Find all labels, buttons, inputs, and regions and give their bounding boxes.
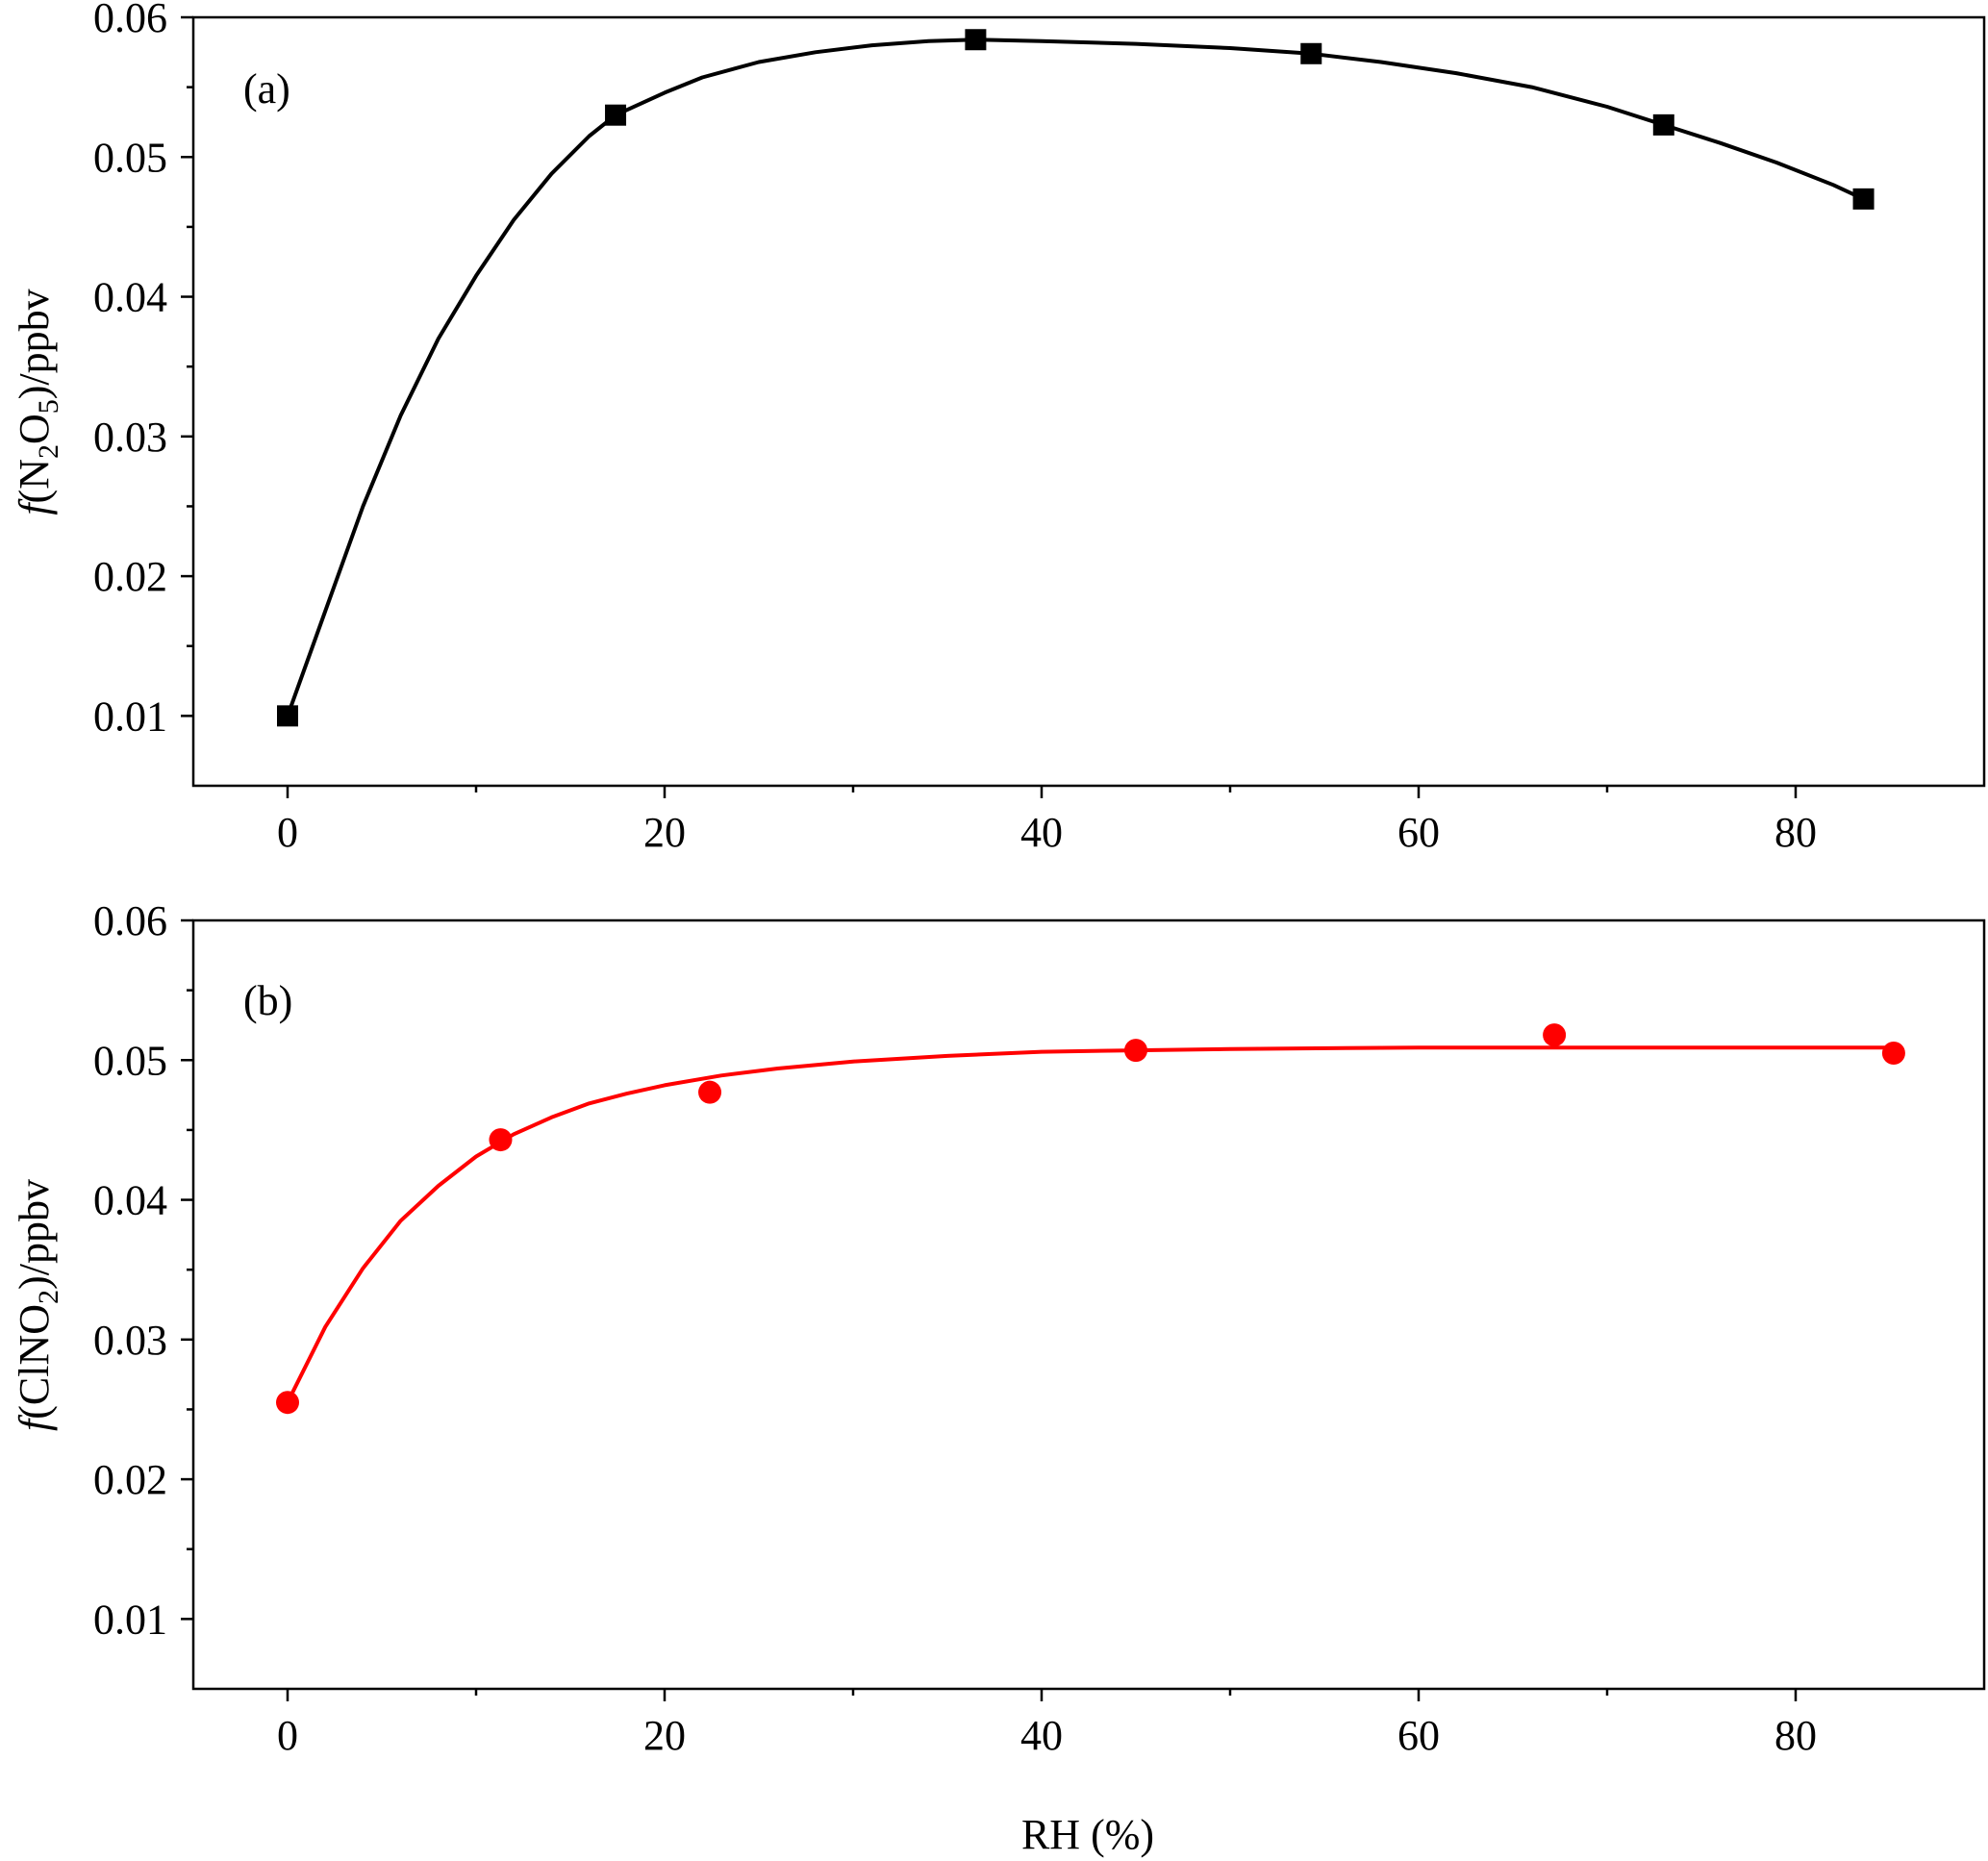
x-tick-label: 80 [1774,809,1817,856]
y-tick-label: 0.04 [93,1177,167,1224]
y-tick-label: 0.05 [93,1037,167,1084]
y-tick-label: 0.04 [93,274,167,321]
y-axis-title-part: O [11,414,58,444]
data-point [605,104,627,126]
data-point [277,705,298,727]
data-point [276,1391,299,1415]
data-point [1652,113,1674,136]
data-point [1881,1042,1905,1066]
panel-b: 0 20 40 60 80 0.01 0.02 0.03 0.04 0.05 0.06 f(ClNO2… [11,897,1986,1858]
y-tick-label: 0.01 [93,1596,167,1643]
y-tick-label: 0.06 [93,0,167,41]
y-axis-title-part: (N [11,459,58,503]
y-tick-label: 0.02 [93,553,167,600]
y-tick-label: 0.01 [93,692,167,740]
x-tick-label: 40 [1020,1712,1063,1759]
x-tick-label: 0 [277,809,298,856]
x-tick-label: 20 [643,1712,686,1759]
data-point [965,29,987,51]
data-point [1852,188,1875,210]
y-tick-label: 0.02 [93,1456,167,1503]
panel-label: (a) [243,65,290,113]
y-axis-title-part: )/ppbv [11,289,58,399]
y-axis-title-part: 2 [33,444,64,459]
x-tick-label: 40 [1020,809,1063,856]
data-point [1124,1039,1147,1063]
x-tick-label: 20 [643,809,686,856]
y-axis-title: f(ClNO2)/ppbv [11,1179,64,1431]
data-point [489,1128,513,1152]
y-axis-title-part: (ClNO [11,1304,58,1420]
fit-curve [286,1045,1896,1405]
x-tick-label: 60 [1397,1712,1440,1759]
x-axis-title: RH (%) [1021,1811,1154,1858]
y-tick-label: 0.03 [93,1317,167,1364]
plot-frame [191,918,1986,1691]
x-tick-label: 80 [1774,1712,1817,1759]
y-tick-label: 0.06 [93,897,167,944]
x-tick-label: 0 [277,1712,298,1759]
x-tick-label: 60 [1397,809,1440,856]
data-point [698,1080,722,1104]
plot-frame [191,15,1986,788]
panel-a: 0 20 40 60 80 0.01 0.02 0.03 0.04 0.05 0.06 f(N2O5)… [11,0,1986,856]
y-axis-title: f(N2O5)/ppbv [11,289,64,515]
data-point [1300,42,1322,64]
panel-label: (b) [243,977,292,1024]
y-axis-title-part: 5 [33,399,64,414]
series-line [286,38,1866,718]
y-tick-label: 0.05 [93,134,167,181]
data-point [1543,1023,1567,1047]
y-axis-title-part: 2 [33,1290,64,1304]
y-tick-label: 0.03 [93,414,167,461]
y-axis-title-part: )/ppbv [11,1179,58,1290]
